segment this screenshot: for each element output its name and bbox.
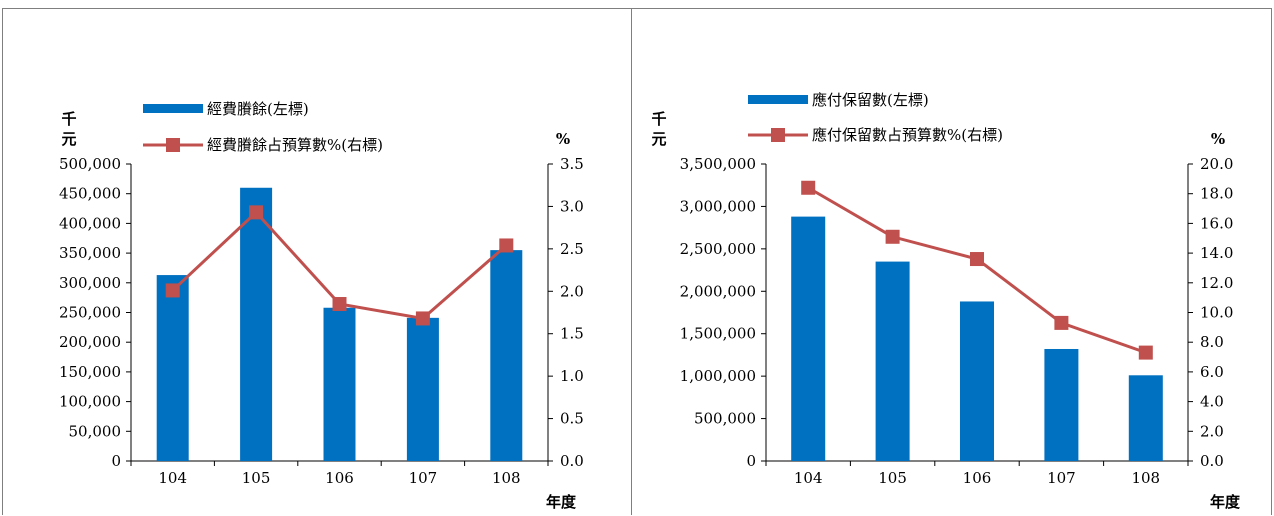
right-unit-label: %	[1211, 130, 1225, 148]
left-tick-label: 2,000,000	[680, 282, 756, 300]
left-tick-label: 300,000	[59, 274, 121, 292]
left-unit-label-top: 千	[651, 110, 666, 128]
legend-bar-swatch	[143, 104, 203, 113]
right-tick-label: 2.0	[1200, 422, 1224, 440]
right-tick-label: 8.0	[1200, 333, 1224, 351]
bar	[323, 307, 356, 461]
x-tick-label: 108	[1131, 469, 1160, 487]
line-point	[970, 252, 984, 267]
left-tick-label: 1,500,000	[680, 325, 756, 343]
x-tick-label: 105	[242, 469, 271, 487]
right-tick-label: 20.0	[1200, 155, 1233, 173]
line-point	[1054, 315, 1069, 330]
right-tick-label: 1.5	[560, 325, 584, 343]
left-unit-label-bottom: 元	[651, 130, 666, 148]
right-tick-label: 18.0	[1200, 185, 1233, 203]
left-tick-label: 200,000	[59, 333, 121, 351]
bar	[490, 250, 523, 461]
bar	[791, 216, 826, 461]
line-point	[885, 229, 900, 244]
left-tick-label: 0	[746, 452, 756, 470]
line-point	[332, 297, 347, 312]
left-tick-label: 3,000,000	[680, 197, 756, 215]
left-chart-panel: 0 50,000 100,000 150,000 200,000 250,000 300,0…	[2, 8, 632, 515]
left-tick-label: 1,000,000	[680, 367, 756, 385]
left-tick-label: 450,000	[59, 185, 121, 203]
right-tick-label: 6.0	[1200, 363, 1224, 381]
right-tick-label: 3.0	[560, 197, 584, 215]
x-tick-label: 106	[963, 469, 992, 487]
left-tick-label: 50,000	[69, 422, 122, 440]
right-tick-label: 2.0	[560, 282, 584, 300]
right-tick-label: 4.0	[1200, 393, 1224, 411]
x-tick-label: 107	[1047, 469, 1076, 487]
x-tick-label: 106	[325, 469, 354, 487]
right-tick-label: 16.0	[1200, 214, 1233, 232]
bar	[960, 301, 994, 461]
line-point	[249, 205, 264, 220]
left-tick-label: 350,000	[59, 244, 121, 262]
left-unit-label-top: 千	[61, 110, 76, 128]
bar	[875, 261, 910, 461]
right-unit-label: %	[556, 130, 570, 148]
x-tick-label: 107	[409, 469, 438, 487]
line-point	[165, 283, 180, 298]
x-axis-title: 年度	[1210, 493, 1241, 511]
legend-bar-swatch	[748, 95, 808, 104]
right-tick-label: 10.0	[1200, 304, 1233, 322]
legend-bar-label: 經費賸餘(左標)	[207, 100, 309, 118]
left-tick-label: 100,000	[59, 393, 121, 411]
right-tick-label: 14.0	[1200, 244, 1233, 262]
left-unit-label-bottom: 元	[61, 130, 76, 148]
bar	[1128, 375, 1163, 461]
line-point	[801, 180, 816, 195]
right-tick-label: 2.5	[560, 240, 584, 258]
bar	[240, 187, 273, 461]
right-chart-panel: 0 500,000 1,000,000 1,500,000 2,000,000 2,500…	[631, 8, 1272, 515]
bar	[1044, 348, 1079, 461]
line-point	[415, 311, 430, 326]
x-tick-label: 108	[492, 469, 521, 487]
right-tick-label: 12.0	[1200, 274, 1233, 292]
left-tick-label: 2,500,000	[680, 240, 756, 258]
right-chart: 0 500,000 1,000,000 1,500,000 2,000,000 2,500…	[651, 91, 1241, 511]
legend-line-marker	[166, 138, 180, 152]
x-tick-label: 104	[794, 469, 823, 487]
left-chart: 0 50,000 100,000 150,000 200,000 250,000 300,0…	[59, 100, 584, 511]
right-tick-label: 3.5	[560, 155, 584, 173]
left-tick-label: 0	[111, 452, 121, 470]
left-tick-label: 3,500,000	[680, 155, 756, 173]
x-tick-label: 104	[158, 469, 187, 487]
x-axis-title: 年度	[546, 493, 577, 511]
bar	[406, 317, 439, 461]
right-tick-label: 0.5	[560, 410, 584, 428]
bar	[156, 275, 189, 461]
legend-line-label: 經費賸餘占預算數%(右標)	[207, 136, 383, 154]
left-tick-label: 400,000	[59, 214, 121, 232]
x-tick-label: 105	[878, 469, 907, 487]
legend-line-label: 應付保留數占預算數%(右標)	[812, 126, 1003, 144]
right-tick-label: 0.0	[560, 452, 584, 470]
right-tick-label: 0.0	[1200, 452, 1224, 470]
left-tick-label: 500,000	[694, 410, 756, 428]
line-point	[1138, 345, 1153, 360]
legend-bar-label: 應付保留數(左標)	[812, 91, 929, 109]
line-point	[499, 238, 514, 253]
right-tick-label: 1.0	[560, 367, 584, 385]
left-tick-label: 500,000	[59, 155, 121, 173]
left-tick-label: 150,000	[59, 363, 121, 381]
legend-line-marker	[771, 128, 785, 142]
left-tick-label: 250,000	[59, 304, 121, 322]
